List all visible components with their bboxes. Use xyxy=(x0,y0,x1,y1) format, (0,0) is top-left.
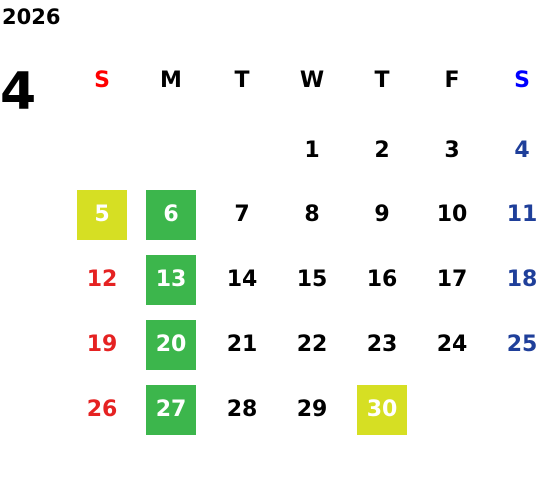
day-cell[interactable]: 8 xyxy=(304,202,320,227)
day-cell[interactable]: 13 xyxy=(146,255,196,305)
day-cell[interactable]: 26 xyxy=(86,397,118,422)
day-cell[interactable]: 23 xyxy=(366,332,398,357)
day-cell[interactable]: 16 xyxy=(366,267,398,292)
weekday-label: T xyxy=(374,68,390,93)
day-cell[interactable]: 22 xyxy=(296,332,328,357)
day-cell[interactable]: 5 xyxy=(77,190,127,240)
weekday-label: S xyxy=(514,68,530,93)
day-cell[interactable]: 1 xyxy=(304,138,320,163)
day-cell[interactable]: 4 xyxy=(514,138,530,163)
day-cell[interactable]: 21 xyxy=(226,332,258,357)
day-cell[interactable]: 12 xyxy=(86,267,118,292)
day-cell[interactable]: 30 xyxy=(357,385,407,435)
day-cell[interactable]: 14 xyxy=(226,267,258,292)
day-cell[interactable]: 9 xyxy=(374,202,390,227)
day-cell[interactable]: 27 xyxy=(146,385,196,435)
month-label: 4 xyxy=(0,62,37,122)
weekday-label: F xyxy=(444,68,460,93)
year-label: 2026 xyxy=(2,5,61,29)
day-cell[interactable]: 28 xyxy=(226,397,258,422)
weekday-label: S xyxy=(94,68,110,93)
day-cell[interactable]: 7 xyxy=(234,202,250,227)
day-cell[interactable]: 29 xyxy=(296,397,328,422)
day-cell[interactable]: 10 xyxy=(436,202,468,227)
day-cell[interactable]: 17 xyxy=(436,267,468,292)
day-cell[interactable]: 18 xyxy=(506,267,538,292)
day-cell[interactable]: 11 xyxy=(506,202,538,227)
weekday-label: W xyxy=(299,68,325,93)
day-cell[interactable]: 6 xyxy=(146,190,196,240)
day-cell[interactable]: 19 xyxy=(86,332,118,357)
weekday-label: T xyxy=(234,68,250,93)
weekday-label: M xyxy=(160,68,182,93)
day-cell[interactable]: 25 xyxy=(506,332,538,357)
day-cell[interactable]: 20 xyxy=(146,320,196,370)
day-cell[interactable]: 24 xyxy=(436,332,468,357)
day-cell[interactable]: 2 xyxy=(374,138,390,163)
day-cell[interactable]: 15 xyxy=(296,267,328,292)
day-cell[interactable]: 3 xyxy=(444,138,460,163)
